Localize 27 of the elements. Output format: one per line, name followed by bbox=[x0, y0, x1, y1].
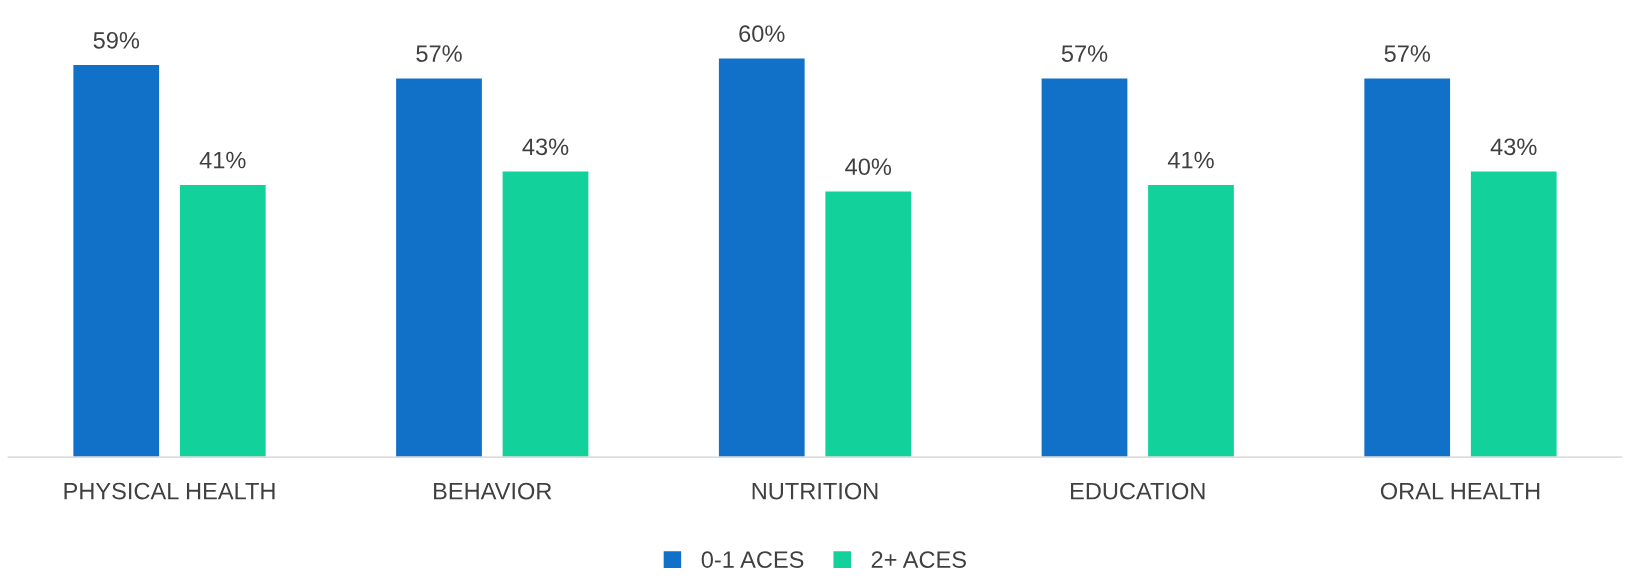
data-label: 41% bbox=[199, 151, 246, 169]
bar bbox=[501, 170, 590, 458]
bar bbox=[717, 57, 807, 458]
bar bbox=[1362, 77, 1452, 458]
x-tick-label: NUTRITION bbox=[752, 482, 878, 500]
data-label: 60% bbox=[739, 25, 785, 42]
data-label: 41% bbox=[1167, 151, 1214, 169]
data-label: 57% bbox=[1061, 45, 1108, 62]
x-tick-label: ORAL HEALTH bbox=[1380, 482, 1540, 500]
bar bbox=[1469, 170, 1558, 458]
bar bbox=[72, 63, 161, 458]
bar bbox=[823, 190, 913, 458]
data-label: 43% bbox=[522, 138, 569, 156]
data-label: 57% bbox=[1384, 45, 1431, 62]
bar bbox=[178, 183, 268, 458]
bar bbox=[1040, 77, 1129, 458]
data-label: 57% bbox=[416, 45, 462, 62]
x-tick-label: PHYSICAL HEALTH bbox=[64, 482, 275, 500]
bar bbox=[394, 77, 484, 458]
data-label: 40% bbox=[845, 158, 892, 176]
legend-label: 2+ ACES bbox=[871, 551, 966, 568]
x-tick-label: BEHAVIOR bbox=[434, 482, 552, 500]
data-label: 59% bbox=[93, 31, 140, 49]
bar bbox=[1146, 183, 1236, 458]
data-label: 43% bbox=[1490, 138, 1537, 156]
x-tick-label: EDUCATION bbox=[1071, 482, 1205, 500]
legend-label: 0-1 ACES bbox=[701, 551, 804, 568]
